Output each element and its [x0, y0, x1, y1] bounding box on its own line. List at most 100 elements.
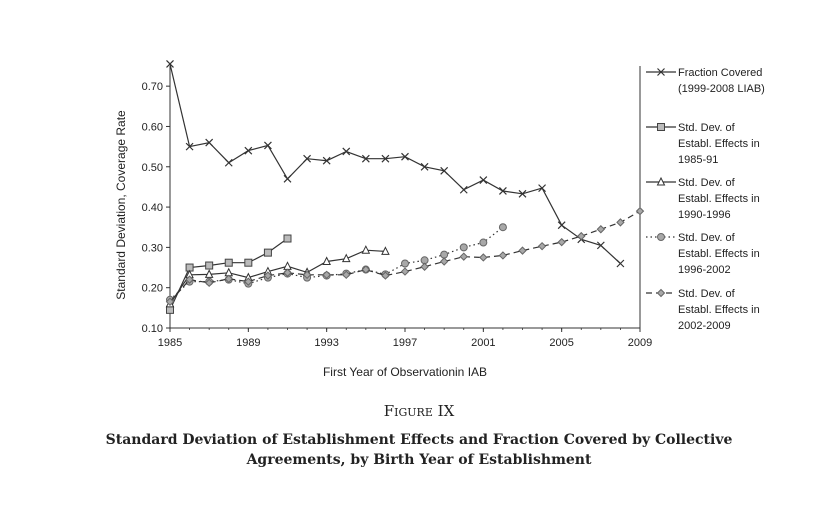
x-tick-label: 2001: [471, 337, 495, 349]
legend-label: (1999-2008 LIAB): [678, 83, 765, 95]
data-point: [557, 221, 566, 230]
data-point: [224, 158, 233, 167]
data-point: [361, 265, 371, 274]
data-point: [283, 174, 292, 183]
data-point: [400, 267, 410, 276]
legend-entry-5: Std. Dev. of Establ. Effects in 2002-2009: [646, 288, 760, 332]
y-tick-label: 0.30: [142, 242, 163, 254]
x-tick-label: 1993: [314, 337, 338, 349]
data-point: [185, 142, 194, 151]
data-point: [440, 166, 449, 175]
data-point: [439, 257, 449, 266]
legend-label: 1985-91: [678, 154, 718, 166]
legend-entry-2: Std. Dev. of Establ. Effects in 1985-91: [646, 122, 760, 166]
series-line: [169, 226, 504, 301]
x-tick-label: 1997: [393, 337, 417, 349]
y-tick-label: 0.60: [142, 121, 163, 133]
data-point: [381, 246, 390, 255]
data-point: [224, 258, 233, 267]
data-point: [244, 277, 253, 286]
data-point: [361, 245, 371, 254]
x-tick-label: 2009: [628, 337, 652, 349]
data-point: [459, 252, 468, 261]
data-point: [165, 297, 175, 307]
data-point: [440, 250, 449, 259]
data-point: [459, 185, 468, 194]
data-point: [479, 253, 488, 262]
data-point: [657, 233, 665, 241]
x-tick-label: 1989: [236, 337, 260, 349]
data-point: [479, 176, 488, 184]
data-point: [518, 246, 527, 255]
data-point: [656, 176, 666, 186]
data-point: [459, 243, 468, 252]
series-line: [169, 63, 621, 264]
legend-label: Std. Dev. of: [678, 177, 736, 189]
data-point: [596, 241, 605, 250]
data-point: [263, 271, 273, 280]
data-point: [420, 262, 429, 271]
legend-label: Fraction Covered: [678, 67, 762, 79]
data-point: [401, 259, 409, 268]
x-tick-label: 1985: [158, 337, 182, 349]
data-point: [244, 258, 253, 267]
data-point: [185, 275, 194, 284]
data-point: [498, 223, 507, 232]
axes: 0.10 0.20 0.30 0.40 0.50 0.60 0.70 1985 1989 1993…: [142, 66, 652, 349]
data-point: [342, 270, 351, 280]
legend-label: Std. Dev. of: [678, 122, 736, 134]
series-5: [165, 206, 645, 307]
series-3: [165, 245, 390, 308]
series-layer: [165, 60, 645, 314]
data-point: [381, 271, 390, 280]
data-point: [166, 60, 174, 68]
legend-entry-1: Fraction Covered (1999-2008 LIAB): [646, 67, 765, 95]
data-point: [283, 268, 292, 277]
x-tick-label: 2005: [549, 337, 573, 349]
figure-caption: Standard Deviation of Establishment Effe…: [105, 432, 733, 468]
data-point: [166, 305, 174, 314]
data-point: [498, 187, 507, 195]
data-point: [244, 146, 253, 155]
data-point: [518, 189, 527, 198]
legend-label: 1996-2002: [678, 264, 731, 276]
data-point: [537, 241, 547, 251]
data-point: [322, 156, 331, 165]
data-point: [283, 261, 292, 270]
legend-label: Std. Dev. of: [678, 232, 736, 244]
series-4: [166, 223, 507, 304]
data-point: [361, 154, 370, 163]
legend-label: Establ. Effects in: [678, 138, 760, 150]
data-point: [302, 270, 312, 280]
data-point: [342, 147, 351, 156]
data-point: [657, 123, 665, 131]
y-tick-label: 0.50: [142, 162, 163, 174]
data-point: [322, 270, 331, 280]
legend-label: Establ. Effects in: [678, 193, 760, 205]
data-point: [224, 274, 233, 284]
legend-label: 1990-1996: [678, 209, 731, 221]
legend-label: Establ. Effects in: [678, 248, 760, 260]
data-point: [577, 231, 586, 241]
data-point: [263, 248, 272, 257]
data-point: [205, 261, 214, 270]
series-line: [169, 249, 386, 305]
data-point: [479, 238, 488, 247]
y-tick-label: 0.40: [142, 202, 163, 214]
data-point: [616, 218, 625, 227]
legend: Fraction Covered (1999-2008 LIAB) Std. Dev…: [646, 67, 765, 332]
data-point: [538, 184, 547, 193]
legend-entry-4: Std. Dev. of Establ. Effects in 1996-2002: [646, 232, 760, 276]
data-point: [322, 256, 331, 265]
data-point: [596, 225, 606, 234]
data-point: [205, 138, 214, 147]
y-tick-label: 0.20: [142, 283, 163, 295]
data-point: [381, 154, 390, 163]
series-1: [166, 60, 625, 268]
data-point: [283, 234, 292, 243]
data-point: [420, 162, 429, 171]
data-point: [635, 206, 645, 216]
data-point: [557, 237, 566, 247]
legend-label: Std. Dev. of: [678, 288, 736, 300]
legend-entry-3: Std. Dev. of Establ. Effects in 1990-1996: [646, 176, 760, 221]
